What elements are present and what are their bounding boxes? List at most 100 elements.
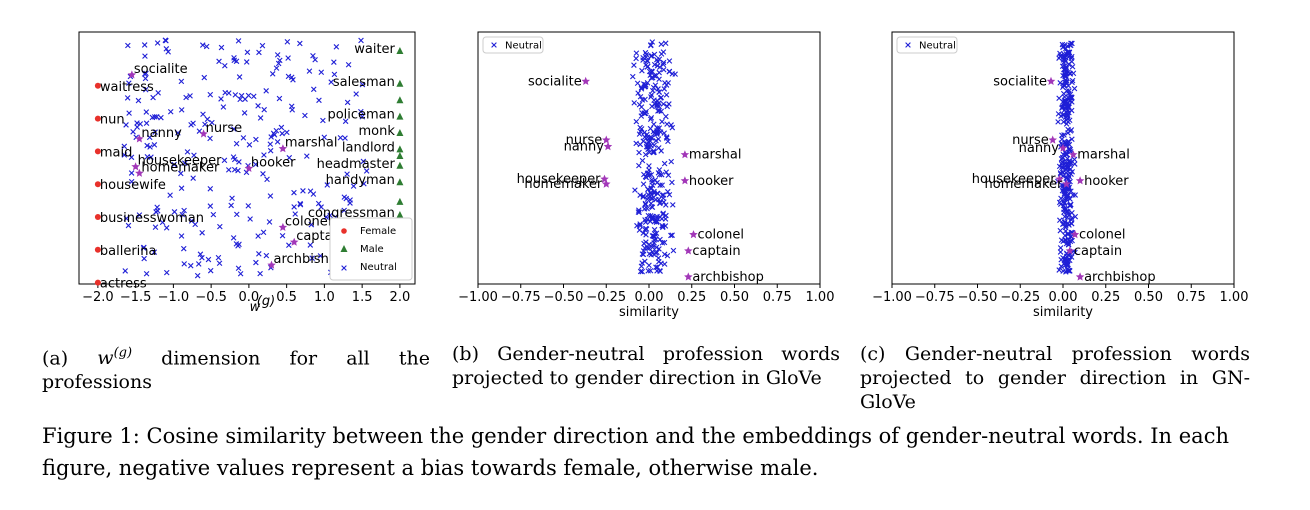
x-tick-label: −0.50	[544, 290, 584, 305]
neutral-point	[353, 91, 359, 97]
neutral-point	[297, 40, 303, 47]
neutral-point	[657, 182, 663, 188]
neutral-point	[292, 211, 298, 217]
neutral-point	[661, 251, 668, 258]
neutral-point	[125, 42, 131, 49]
x-tick-label: 0.0	[239, 290, 260, 305]
neutral-point	[347, 200, 353, 206]
neutral-point	[668, 122, 674, 128]
neutral-point	[143, 120, 150, 127]
neutral-point	[639, 260, 645, 266]
x-tick-label: 0.5	[276, 290, 297, 305]
neutral-point	[151, 142, 158, 148]
neutral-point	[266, 219, 273, 225]
female-point	[94, 181, 101, 188]
highlight-label: nanny	[1019, 141, 1060, 156]
neutral-point	[646, 262, 652, 269]
highlight-point	[278, 222, 288, 231]
neutral-point	[180, 245, 187, 252]
neutral-point	[647, 116, 654, 123]
neutral-point	[171, 161, 177, 168]
neutral-point	[639, 268, 645, 275]
neutral-point	[142, 86, 149, 93]
neutral-point	[633, 118, 640, 125]
neutral-point	[256, 49, 262, 56]
neutral-point	[207, 185, 214, 192]
neutral-point	[171, 209, 178, 215]
neutral-point	[123, 122, 129, 128]
neutral-point	[240, 135, 247, 141]
neutral-point	[1057, 227, 1064, 234]
neutral-point	[310, 86, 317, 93]
neutral-point	[644, 134, 651, 140]
legend-male-marker	[340, 245, 348, 252]
neutral-point	[167, 192, 173, 198]
neutral-point	[190, 120, 196, 127]
male-label: congressman	[308, 206, 395, 221]
x-axis-label-superscript: (g)	[257, 294, 275, 309]
neutral-point	[1069, 53, 1075, 60]
female-point	[94, 214, 101, 220]
neutral-point	[151, 249, 158, 255]
neutral-point	[654, 125, 661, 131]
neutral-point	[153, 113, 160, 120]
neutral-point	[666, 191, 673, 198]
neutral-point	[649, 103, 655, 110]
neutral-point	[278, 124, 285, 131]
female-label: maid	[100, 145, 133, 160]
neutral-point	[637, 221, 643, 227]
neutral-point	[655, 86, 661, 92]
neutral-point	[163, 37, 169, 44]
neutral-point	[1056, 55, 1062, 61]
neutral-point	[121, 143, 128, 150]
neutral-point	[216, 260, 223, 267]
neutral-point	[285, 73, 292, 80]
neutral-point	[633, 55, 639, 62]
neutral-point	[642, 173, 649, 180]
neutral-point	[229, 195, 235, 202]
neutral-point	[228, 202, 234, 209]
neutral-point	[210, 211, 217, 218]
scatter-panel-a: −2.0 −1.5 −1.0 −0.5 0.0 0.5 1.0 1.5 2.0 w(g) waitr…	[78, 31, 416, 315]
neutral-point	[642, 151, 649, 158]
neutral-point	[200, 111, 206, 118]
neutral-point	[135, 97, 142, 104]
neutral-point	[134, 120, 140, 126]
neutral-point	[327, 212, 333, 219]
neutral-point	[244, 49, 251, 56]
x-tick-label: 0.00	[635, 290, 664, 305]
neutral-point	[136, 212, 143, 218]
neutral-point	[670, 247, 677, 254]
neutral-point	[655, 103, 662, 109]
neutral-point	[147, 144, 153, 150]
highlight-label: hooker	[251, 155, 296, 170]
neutral-point	[1071, 85, 1078, 92]
neutral-point	[664, 135, 670, 141]
neutral-point	[650, 233, 657, 239]
neutral-point	[181, 207, 187, 214]
neutral-point	[267, 193, 274, 199]
neutral-point	[631, 62, 637, 68]
neutral-point	[664, 103, 671, 110]
neutral-point	[163, 269, 170, 276]
neutral-point	[663, 134, 670, 140]
highlight-point	[680, 176, 690, 185]
neutral-point	[232, 92, 239, 98]
neutral-point	[660, 49, 667, 55]
neutral-point	[289, 107, 296, 113]
neutral-point	[242, 96, 248, 102]
neutral-point	[660, 195, 667, 202]
neutral-point	[255, 103, 261, 109]
neutral-point	[656, 76, 662, 83]
neutral-point	[361, 180, 367, 187]
neutral-point	[175, 130, 181, 136]
neutral-point	[634, 80, 641, 87]
neutral-point	[655, 170, 662, 176]
neutral-point	[286, 242, 292, 249]
neutral-point	[641, 81, 647, 87]
neutral-point	[649, 213, 656, 220]
neutral-point	[237, 270, 244, 277]
neutral-point	[261, 152, 267, 158]
neutral-point	[660, 66, 667, 73]
neutral-point	[660, 211, 666, 218]
